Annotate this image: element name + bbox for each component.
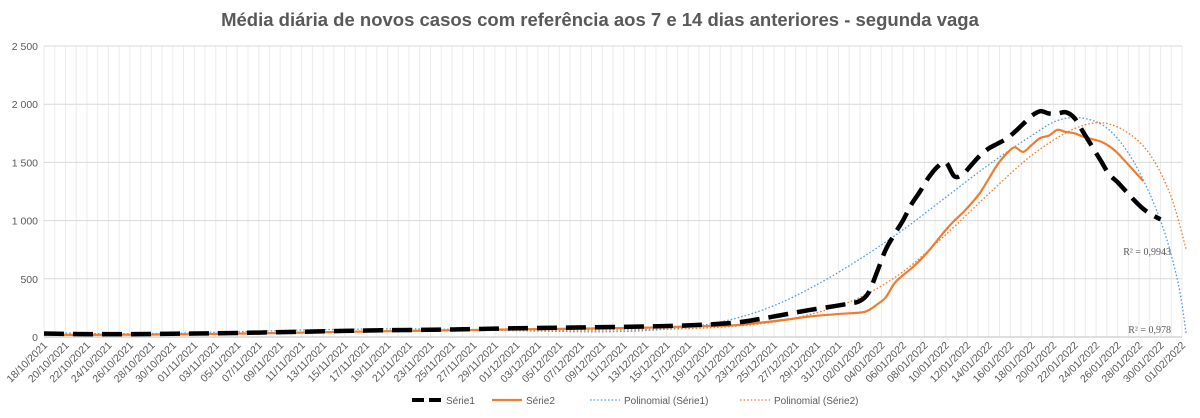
data-series [43,108,1162,337]
trend-labels: R² = 0,978 R² = 0,9943 [1123,247,1171,336]
y-tick-label: 1 000 [12,216,38,228]
r2-label-serie1: R² = 0,978 [1128,325,1171,336]
y-tick-label: 500 [20,274,38,286]
y-tick-label: 0 [32,332,38,344]
legend: Série1 Série2 Polinomial (Série1) Polinomia… [412,396,858,407]
gridlines [43,45,1183,337]
legend-label: Série1 [446,396,475,407]
legend-label: Polinomial (Série2) [774,396,858,407]
legend-label: Polinomial (Série1) [624,396,708,407]
chart-title: Média diária de novos casos com referênc… [221,9,980,30]
r2-label-serie2: R² = 0,9943 [1123,247,1171,258]
legend-label: Série2 [526,396,555,407]
y-tick-label: 1 500 [12,157,38,169]
y-tick-label: 2 000 [12,99,38,111]
series-line-s-rie1 [43,108,1162,337]
y-tick-label: 2 500 [12,41,38,53]
